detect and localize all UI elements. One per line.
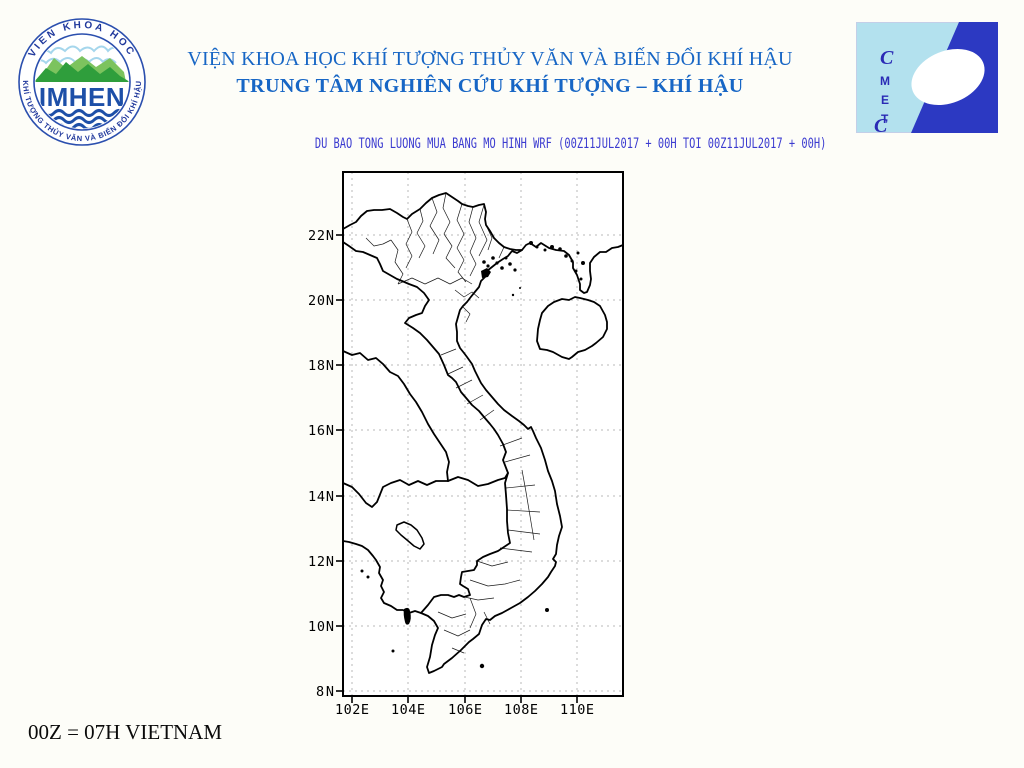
cat-ba-island (481, 268, 491, 278)
lon-label: 104E (391, 702, 425, 718)
lon-label: 110E (560, 702, 594, 718)
cmetc-letters: C M E T C (874, 47, 894, 133)
imhen-clouds-icon (37, 45, 122, 57)
cmetc-letter-e: E (881, 93, 889, 107)
cmetc-logo: C M E T C (856, 22, 998, 133)
institute-title: VIỆN KHOA HỌC KHÍ TƯỢNG THỦY VĂN VÀ BIẾN… (187, 48, 793, 70)
phu-quoc-island (403, 607, 411, 625)
province-borders (365, 192, 541, 654)
map-subtitle: DU BAO TONG LUONG MUA BANG MO HINH WRF (… (314, 136, 827, 152)
laos-cambodia-border (447, 472, 509, 487)
lat-label: 18N (308, 358, 334, 374)
map-plot-area (343, 172, 623, 696)
mekong-border (343, 350, 450, 482)
lon-label: 108E (504, 702, 538, 718)
cmetc-swoosh-white-icon (911, 49, 985, 105)
header-title-block: VIỆN KHOA HỌC KHÍ TƯỢNG THỦY VĂN VÀ BIẾN… (160, 48, 820, 98)
lon-axis: 102E 104E 106E 108E 110E (335, 702, 594, 718)
vietnam-outline (343, 192, 563, 674)
lat-axis: 22N 20N 18N 16N 14N 12N 10N 8N (308, 228, 334, 700)
dangrek-border (343, 479, 449, 508)
phu-quy-island (545, 608, 549, 612)
lat-label: 8N (316, 684, 334, 700)
imhen-logo: IMHEN VIEN KHOA HOC KHÍ TƯỢNG THỦY VĂN V… (18, 18, 146, 146)
cmetc-letter-m: M (880, 74, 890, 88)
lat-label: 20N (308, 293, 334, 309)
axis-ticks (336, 234, 578, 703)
cmetc-letter-c2: C (874, 115, 888, 133)
lon-label: 102E (335, 702, 369, 718)
map-frame (342, 171, 624, 697)
lon-label: 106E (448, 702, 482, 718)
tonle-sap-lake (395, 521, 425, 550)
islands (360, 241, 585, 669)
center-title: TRUNG TÂM NGHIÊN CỨU KHÍ TƯỢNG – KHÍ HẬU (236, 75, 744, 97)
imhen-acronym: IMHEN (39, 82, 125, 112)
imhen-mountain-front-icon (35, 62, 129, 82)
graticule (343, 172, 623, 696)
lat-label: 14N (308, 489, 334, 505)
con-dao-island (479, 663, 485, 669)
lat-label: 10N (308, 619, 334, 635)
cmetc-letter-t: T (881, 112, 889, 126)
hainan-outline (536, 296, 608, 360)
cambodia-coastline (343, 540, 422, 614)
timezone-note: 00Z = 07H VIETNAM (28, 720, 223, 744)
cmetc-letter-c1: C (880, 47, 894, 69)
lat-label: 22N (308, 228, 334, 244)
lat-label: 16N (308, 423, 334, 439)
china-coastline (521, 242, 623, 294)
vietnam-map: 22N 20N 18N 16N 14N 12N 10N 8N 102E 104E… (308, 171, 624, 718)
lat-label: 12N (308, 554, 334, 570)
